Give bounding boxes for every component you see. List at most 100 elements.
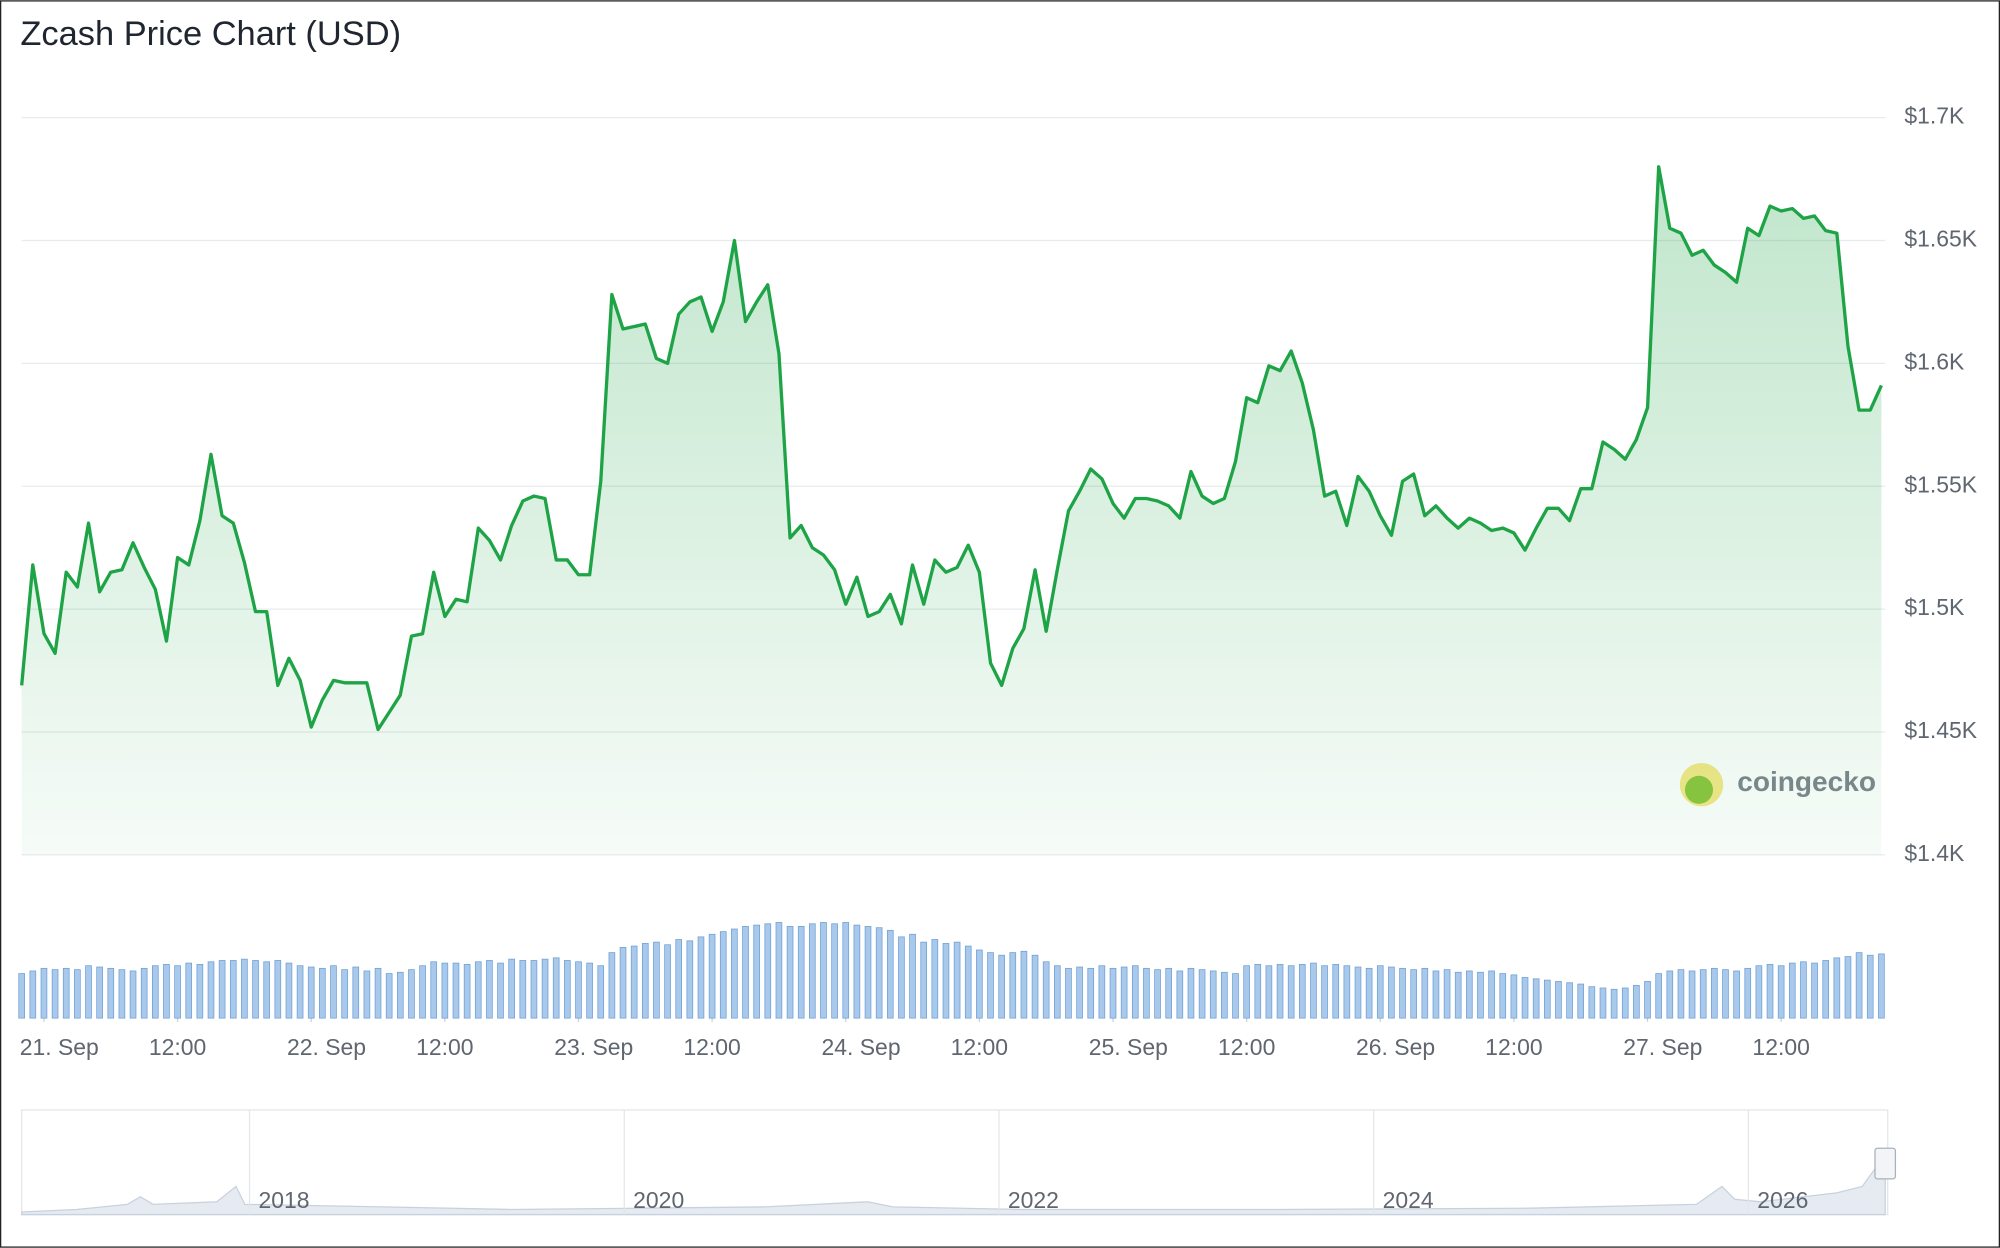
volume-bar [797,926,805,1019]
navigator-handle[interactable] [1874,1147,1897,1180]
volume-bar [1209,970,1217,1019]
volume-bar [1042,961,1050,1019]
navigator-tick-label: 2024 [1383,1187,1434,1213]
volume-bar [1065,967,1072,1019]
volume-bar [953,941,961,1019]
navigator-frame [21,1109,1889,1216]
volume-bar [497,962,504,1019]
volume-bar [118,969,126,1019]
volume-bar [1555,981,1562,1019]
volume-bar [352,966,360,1019]
volume-bar [1599,987,1607,1019]
price-area [21,166,1882,855]
volume-bar [1833,957,1841,1019]
volume-bar [664,944,671,1019]
volume-bar [1276,964,1284,1019]
volume-bar [1532,978,1540,1019]
volume-bar [374,967,382,1019]
volume-bar [909,933,916,1019]
y-tick-label: $1.7K [1904,103,1965,129]
volume-bar [241,958,248,1019]
x-tick-label: 12:00 [1218,1034,1275,1060]
volume-bar [519,960,527,1019]
volume-bar [1198,969,1206,1019]
volume-bar [1543,979,1551,1019]
volume-bar [942,943,950,1019]
chart-title: Zcash Price Chart (USD) [20,15,401,53]
volume-bar [597,965,605,1019]
volume-bar [163,964,170,1019]
x-tick-label: 25. Sep [1089,1034,1168,1060]
volume-bar [51,969,59,1019]
volume-bar [96,966,103,1019]
volume-bar [1454,971,1462,1019]
volume-bar [775,922,783,1019]
volume-bar [853,924,861,1019]
volume-bar [1310,962,1317,1019]
volume-bar [1009,952,1017,1019]
volume-bar [363,970,371,1019]
volume-bar [875,927,883,1019]
volume-bar [1766,964,1774,1019]
volume-bar [1120,966,1128,1019]
volume-bar [1154,969,1161,1019]
volume-bar [62,967,70,1019]
x-tick-label: 26. Sep [1356,1034,1435,1060]
volume-bar [731,928,738,1019]
y-tick-label: $1.4K [1904,840,1965,866]
volume-bar [1410,969,1417,1019]
volume-bar [1243,965,1250,1019]
volume-bar [675,939,683,1019]
volume-bar [1699,969,1707,1019]
volume-bar [552,957,560,1019]
volume-bar [341,969,348,1019]
volume-bar [196,964,204,1019]
volume-bar [1109,967,1117,1019]
y-tick-label: $1.5K [1904,594,1965,620]
volume-bar [1633,984,1640,1019]
x-tick-label: 21. Sep [20,1034,99,1060]
x-tick-label: 12:00 [416,1034,473,1060]
volume-bar [18,973,25,1019]
volume-bar [1298,964,1306,1019]
volume-bar [1711,967,1718,1019]
x-tick-label: 23. Sep [554,1034,633,1060]
volume-bar [1755,965,1763,1019]
volume-bar [1354,966,1362,1019]
volume-bar [1499,973,1507,1019]
volume-bar [809,923,816,1019]
volume-bar [1722,969,1729,1019]
volume-bar [1388,966,1395,1019]
volume-bar [452,962,460,1019]
volume-bar [1098,965,1106,1019]
volume-bar [441,962,449,1019]
volume-bar [1878,953,1885,1019]
volume-bar [307,966,315,1019]
volume-bar [1143,967,1150,1019]
volume-bar [486,960,493,1019]
volume-bar [820,922,827,1019]
volume-bar [1733,970,1740,1019]
volume-bar [107,967,115,1019]
volume-bar [575,961,582,1019]
volume-bar [931,939,939,1019]
volume-bar [886,929,894,1019]
volume-bar [1688,970,1696,1019]
volume-bar [1165,967,1172,1019]
volume-bar [842,922,850,1019]
volume-bar [898,936,905,1019]
volume-bar [29,970,37,1019]
volume-bar [296,965,304,1019]
volume-bar [1221,971,1228,1019]
x-tick-label: 22. Sep [287,1034,366,1060]
volume-bar [319,967,326,1019]
volume-bar [1265,965,1273,1019]
volume-bar [419,965,426,1019]
volume-bar [129,970,137,1019]
volume-bar [653,941,660,1019]
volume-bar [1443,969,1451,1019]
volume-bar [1376,965,1384,1019]
volume-bar [1822,960,1830,1019]
